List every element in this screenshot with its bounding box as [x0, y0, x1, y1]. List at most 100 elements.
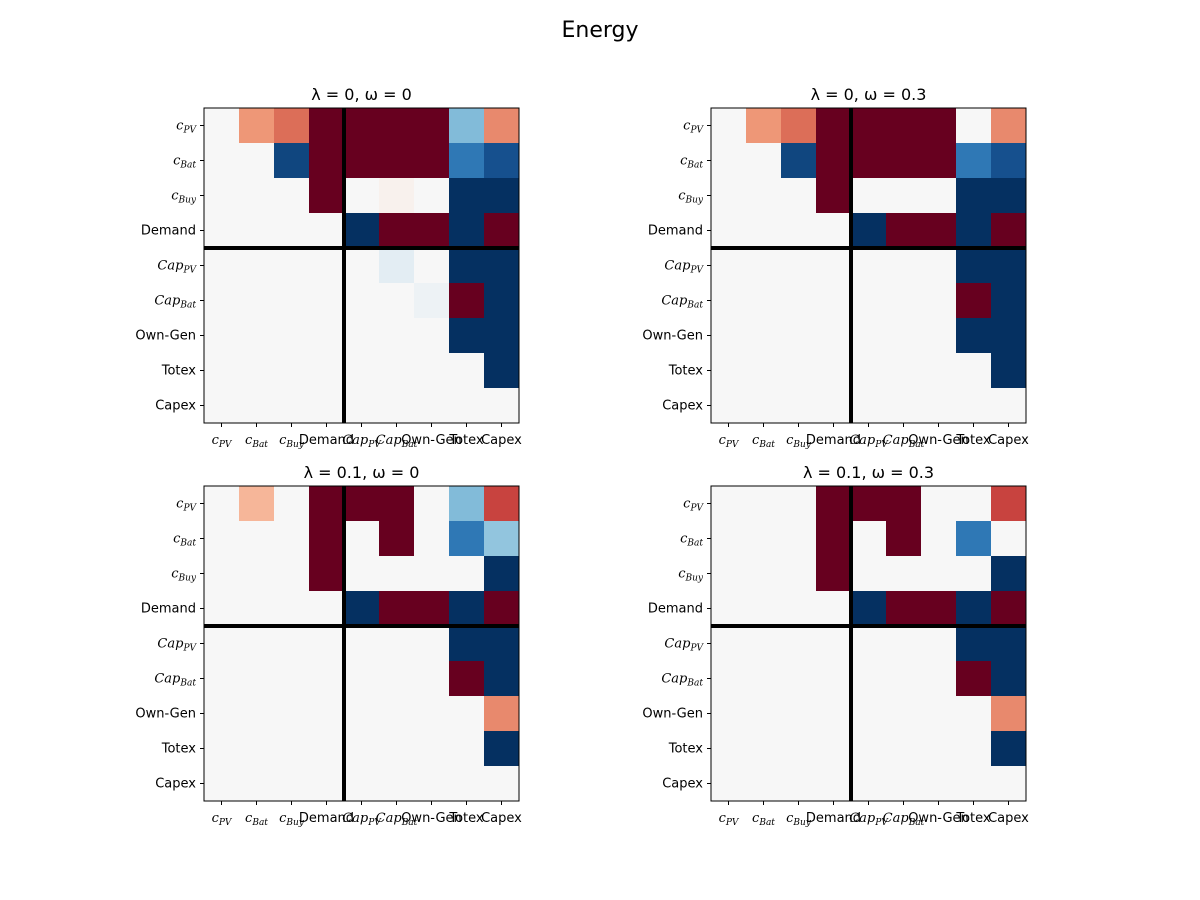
heatmap-cell: [816, 521, 852, 557]
heatmap-cell: [711, 696, 747, 732]
heatmap-cell: [309, 591, 345, 627]
heatmap-cell: [344, 766, 380, 802]
heatmap-cell: [816, 353, 852, 389]
heatmap-cell: [449, 283, 485, 319]
heatmap-cell: [309, 143, 345, 179]
heatmap-cell: [746, 143, 782, 179]
x-tick-label: cBuy: [279, 433, 305, 450]
y-tick-label: Capex: [662, 399, 703, 414]
heatmap-cell: [921, 661, 957, 697]
heatmap-cell: [484, 661, 520, 697]
heatmap-cell: [711, 626, 747, 662]
x-tick-label: CapBat: [883, 811, 925, 828]
heatmap-cell: [956, 731, 992, 767]
heatmap-cell: [379, 388, 415, 424]
heatmap-cell: [816, 143, 852, 179]
heatmap-cell: [991, 318, 1027, 354]
heatmap-cell: [344, 486, 380, 522]
heatmap-cell: [274, 283, 310, 319]
heatmap-cell: [274, 521, 310, 557]
heatmap-cell: [711, 143, 747, 179]
heatmap-cell: [379, 661, 415, 697]
heatmap-cell: [851, 626, 887, 662]
y-tick-label: Own-Gen: [135, 707, 196, 722]
heatmap-cell: [921, 731, 957, 767]
heatmap-cell: [204, 248, 240, 284]
heatmap-cell: [851, 766, 887, 802]
heatmap-cell: [379, 521, 415, 557]
heatmap-cell: [239, 696, 275, 732]
heatmap-cell: [711, 556, 747, 592]
heatmap-cell: [484, 213, 520, 249]
y-tick-label: Totex: [161, 364, 197, 379]
x-tick-label: Demand: [806, 433, 861, 448]
heatmap-cell: [484, 178, 520, 214]
heatmap-cell: [414, 591, 450, 627]
heatmap-cell: [344, 556, 380, 592]
x-tick-label: cBat: [245, 811, 268, 828]
heatmap-cell: [886, 661, 922, 697]
heatmap-cell: [781, 213, 817, 249]
heatmap-cell: [449, 731, 485, 767]
heatmap-cell: [711, 521, 747, 557]
heatmap-cell: [991, 556, 1027, 592]
heatmap-cell: [991, 143, 1027, 179]
x-tick-label: CapPV: [849, 811, 889, 828]
heatmap-cell: [746, 213, 782, 249]
heatmap-cell: [921, 626, 957, 662]
heatmap-cell: [956, 696, 992, 732]
heatmap-cell: [449, 521, 485, 557]
heatmap-cell: [816, 731, 852, 767]
heatmap-cell: [711, 766, 747, 802]
heatmap-cell: [309, 521, 345, 557]
heatmap-cell: [309, 388, 345, 424]
heatmap-cell: [414, 108, 450, 144]
heatmap-cell: [379, 766, 415, 802]
heatmap-cell: [239, 248, 275, 284]
heatmap-cell: [414, 178, 450, 214]
heatmap-cell: [274, 143, 310, 179]
heatmap-cell: [239, 591, 275, 627]
heatmap-cell: [851, 213, 887, 249]
y-tick-label: CapPV: [157, 637, 197, 654]
y-tick-label: Own-Gen: [135, 329, 196, 344]
heatmap-cell: [781, 178, 817, 214]
y-tick-label: Demand: [648, 602, 703, 617]
heatmap-panel-1: λ = 0, ω = 0cPVcPVcBatcBatcBuycBuyDemand…: [135, 85, 522, 450]
heatmap-cell: [886, 556, 922, 592]
x-tick-label: CapBat: [376, 811, 418, 828]
heatmap-cell: [414, 353, 450, 389]
y-tick-label: cBat: [173, 154, 196, 171]
heatmap-cell: [816, 388, 852, 424]
heatmap-cell: [781, 388, 817, 424]
heatmap-cell: [711, 388, 747, 424]
heatmap-cell: [239, 731, 275, 767]
heatmap-cell: [484, 626, 520, 662]
heatmap-cell: [204, 108, 240, 144]
y-tick-label: Totex: [668, 364, 704, 379]
heatmap-cell: [414, 696, 450, 732]
heatmap-cell: [921, 521, 957, 557]
heatmap-cell: [886, 626, 922, 662]
heatmap-cell: [991, 521, 1027, 557]
heatmap-cell: [746, 248, 782, 284]
heatmap-cell: [274, 766, 310, 802]
heatmap-cell: [816, 661, 852, 697]
heatmap-cell: [746, 178, 782, 214]
heatmap-cell: [991, 108, 1027, 144]
heatmap-cell: [309, 731, 345, 767]
heatmap-cell: [484, 521, 520, 557]
heatmap-cell: [921, 486, 957, 522]
heatmap-cell: [886, 696, 922, 732]
heatmap-cell: [991, 353, 1027, 389]
heatmap-cell: [379, 591, 415, 627]
heatmap-cell: [746, 591, 782, 627]
heatmap-cell: [379, 556, 415, 592]
heatmap-cell: [239, 108, 275, 144]
heatmap-cell: [921, 353, 957, 389]
heatmap-cell: [956, 661, 992, 697]
heatmap-cell: [781, 108, 817, 144]
y-tick-label: Capex: [662, 777, 703, 792]
heatmap-cell: [711, 283, 747, 319]
heatmap-cell: [711, 661, 747, 697]
